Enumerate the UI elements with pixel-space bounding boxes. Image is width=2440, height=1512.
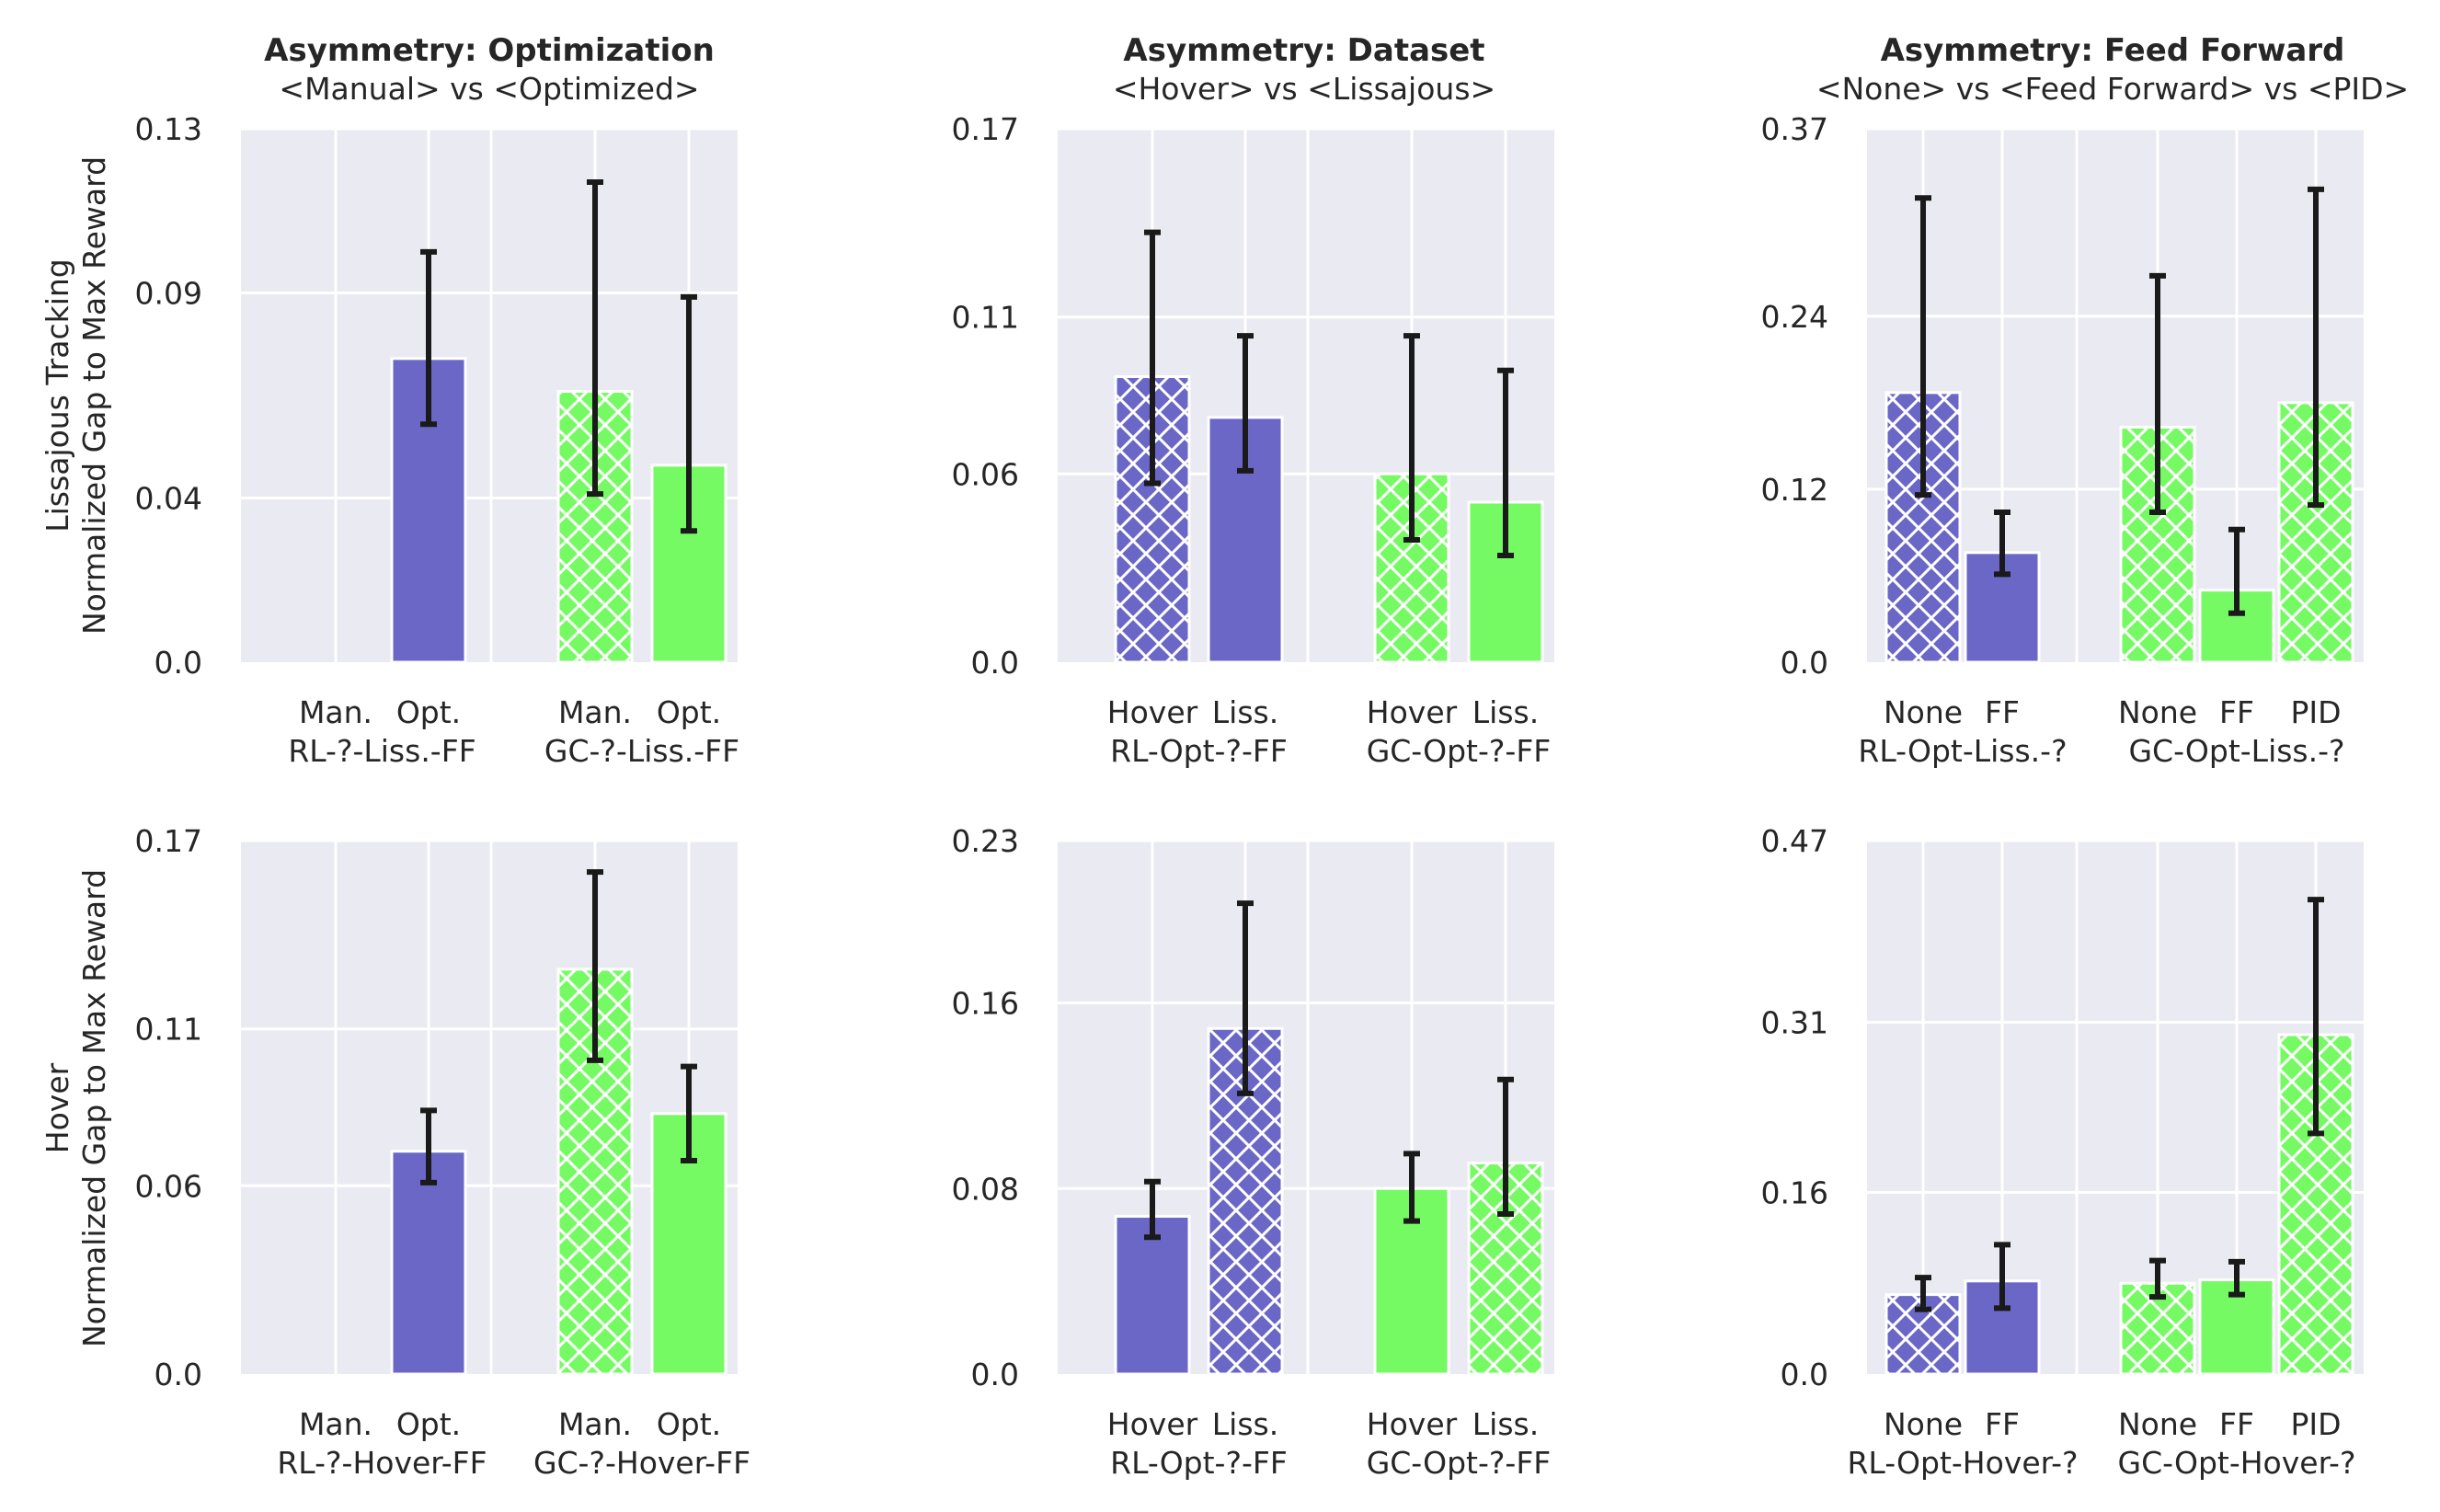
group-label: RL-Opt-?-FF	[1110, 1445, 1288, 1481]
group-label: RL-Opt-Hover-?	[1847, 1445, 2078, 1481]
y-tick-label: 0.06	[952, 456, 1019, 492]
bar-label: PID	[2290, 694, 2341, 730]
y-tick-label: 0.0	[1781, 645, 1828, 681]
bar-label: Opt.	[396, 694, 461, 730]
column-title-3: Asymmetry: Feed Forward	[1881, 32, 2345, 69]
group-label: GC-Opt-?-FF	[1367, 733, 1552, 769]
y-tick-label: 0.04	[135, 481, 202, 517]
group-label: RL-?-Hover-FF	[277, 1445, 487, 1481]
bar-label: Opt.	[657, 1406, 721, 1442]
y-tick-label: 0.23	[952, 823, 1019, 859]
y-tick-label: 0.16	[1761, 1175, 1828, 1211]
group-label: GC-Opt-Hover-?	[2118, 1445, 2356, 1481]
y-tick-label: 0.0	[971, 645, 1019, 681]
bar-rl-hover	[1114, 1215, 1191, 1376]
bar-label: Opt.	[657, 694, 721, 730]
y-tick-label: 0.17	[952, 111, 1019, 147]
column-subtitle-1: <Manual> vs <Optimized>	[279, 71, 699, 107]
bar-label: PID	[2290, 1406, 2341, 1442]
bar-label: Liss.	[1472, 694, 1539, 730]
bar-label: Liss.	[1472, 1406, 1539, 1442]
bar-label: FF	[1985, 694, 2020, 730]
bar-label: Liss.	[1212, 694, 1278, 730]
y-tick-label: 0.08	[952, 1171, 1019, 1207]
y-tick-label: 0.11	[135, 1012, 202, 1048]
row-label-hover-line1: Hover	[40, 1062, 75, 1153]
group-label: GC-?-Liss.-FF	[544, 733, 739, 769]
y-tick-label: 0.0	[155, 1357, 202, 1392]
y-tick-label: 0.31	[1761, 1004, 1828, 1040]
column-subtitle-2: <Hover> vs <Lissajous>	[1113, 71, 1495, 107]
group-label: RL-?-Liss.-FF	[288, 733, 475, 769]
group-label: RL-Opt-?-FF	[1110, 733, 1288, 769]
bar-label: FF	[2219, 1406, 2254, 1442]
column-title-2: Asymmetry: Dataset	[1123, 32, 1484, 69]
column-subtitle-3: <None> vs <Feed Forward> vs <PID>	[1816, 71, 2409, 107]
bar-label: Hover	[1107, 694, 1198, 730]
y-tick-label: 0.17	[135, 823, 202, 859]
y-tick-label: 0.24	[1761, 299, 1828, 335]
bar-rl-opt	[390, 1150, 467, 1376]
bar-label: Man.	[558, 1406, 632, 1442]
y-tick-label: 0.16	[952, 986, 1019, 1022]
bar-label: None	[1884, 1406, 1963, 1442]
group-label: GC-Opt-?-FF	[1367, 1445, 1552, 1481]
y-tick-label: 0.09	[135, 275, 202, 311]
bar-label: Man.	[299, 1406, 372, 1442]
row-label-lissajous: Lissajous Tracking Normalized Gap to Max…	[40, 156, 112, 635]
y-tick-label: 0.37	[1761, 111, 1828, 147]
y-tick-label: 0.13	[135, 111, 202, 147]
bar-label: None	[2118, 1406, 2197, 1442]
group-label: RL-Opt-Liss.-?	[1858, 733, 2067, 769]
y-tick-label: 0.0	[1781, 1357, 1828, 1392]
group-label: GC-Opt-Liss.-?	[2128, 733, 2344, 769]
bar-label: None	[2118, 694, 2197, 730]
bar-label: Hover	[1367, 1406, 1458, 1442]
y-tick-label: 0.47	[1761, 823, 1828, 859]
row-label-hover: Hover Normalized Gap to Max Reward	[40, 869, 112, 1347]
y-tick-label: 0.12	[1761, 472, 1828, 508]
bar-label: FF	[1985, 1406, 2020, 1442]
y-tick-label: 0.0	[971, 1357, 1019, 1392]
y-tick-label: 0.0	[155, 645, 202, 681]
group-label: GC-?-Hover-FF	[533, 1445, 750, 1481]
bar-label: Liss.	[1212, 1406, 1278, 1442]
bar-label: Man.	[299, 694, 372, 730]
row-label-hover-line2: Normalized Gap to Max Reward	[76, 869, 112, 1347]
bar-label: Opt.	[396, 1406, 461, 1442]
row-label-lissajous-line1: Lissajous Tracking	[40, 258, 75, 533]
column-title-1: Asymmetry: Optimization	[264, 32, 715, 69]
bar-label: FF	[2219, 694, 2254, 730]
y-tick-label: 0.11	[952, 300, 1019, 336]
bar-label: None	[1884, 694, 1963, 730]
bar-label: Man.	[558, 694, 632, 730]
bar-label: Hover	[1367, 694, 1458, 730]
y-tick-label: 0.06	[135, 1168, 202, 1204]
row-label-lissajous-line2: Normalized Gap to Max Reward	[76, 156, 112, 635]
bar-label: Hover	[1107, 1406, 1198, 1442]
bar-rl-ff	[1964, 551, 2041, 664]
